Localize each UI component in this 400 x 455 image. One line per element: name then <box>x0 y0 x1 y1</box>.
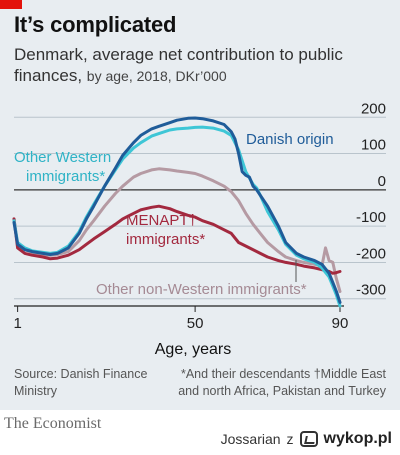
y-tick-label: 0 <box>378 173 386 190</box>
credit-site: wykop.pl <box>323 430 392 447</box>
x-axis-label: Age, years <box>155 341 231 358</box>
y-tick-label: -200 <box>356 245 386 262</box>
series-line-danish-origin <box>12 116 342 304</box>
footnotes: *And their descendants †Middle East and … <box>158 366 386 400</box>
chart-subtitle: Denmark, average net contribution to pub… <box>14 44 394 87</box>
credit-separator: z <box>286 431 294 447</box>
chart-panel: It’s complicated Denmark, average net co… <box>0 0 400 410</box>
y-axis-ticks: 200 100 0 -100 -200 -300 <box>356 100 386 298</box>
series-line-other-non-western-immigrants <box>12 167 342 293</box>
subtitle-main: Denmark, average net contribution to pub… <box>14 45 343 85</box>
series-lines <box>12 116 342 308</box>
footnote-star: *And their descendants <box>180 367 311 381</box>
credit-user: Jossarian <box>220 431 281 447</box>
label-menapt-2: immigrants* <box>126 231 205 248</box>
footnote-dagger: †Middle East and north Africa, Pakistan … <box>178 367 386 398</box>
series-line-other-western-immigrants <box>12 125 342 308</box>
label-other-non-western: Other non-Western immigrants* <box>96 281 307 298</box>
label-danish-origin: Danish origin <box>246 131 334 148</box>
economist-brand: The Economist <box>4 415 102 432</box>
label-menapt-1: MENAPT† <box>126 212 197 229</box>
y-tick-label: 100 <box>361 137 386 154</box>
gridlines <box>14 116 386 307</box>
x-tick-label: 90 <box>332 315 349 332</box>
brand-red-tag <box>0 0 22 9</box>
source-note: Source: Danish Finance Ministry <box>14 367 148 398</box>
chart-title: It’s complicated <box>14 12 177 37</box>
label-other-western-1: Other Western <box>14 149 111 166</box>
label-other-western-2: immigrants* <box>26 168 105 185</box>
x-axis-ticks: 1 50 90 <box>13 306 348 332</box>
y-tick-label: -300 <box>356 282 386 299</box>
wykop-logo-icon <box>299 431 318 447</box>
y-tick-label: 200 <box>361 100 386 117</box>
subtitle-detail: by age, 2018, DKr’000 <box>86 68 227 84</box>
x-tick-label: 50 <box>187 315 204 332</box>
x-tick-label: 1 <box>13 315 21 332</box>
series-line-menapt-immigrants <box>12 204 342 275</box>
y-tick-label: -100 <box>356 209 386 226</box>
credit-bar: Jossarian z wykop.pl <box>221 430 392 448</box>
